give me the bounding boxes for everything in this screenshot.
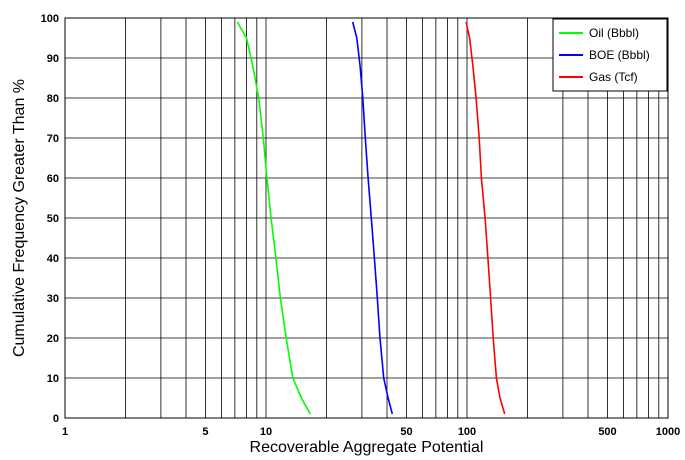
y-tick-label: 60: [47, 173, 59, 185]
y-tick-label: 70: [47, 133, 59, 145]
x-tick-label: 10: [260, 426, 272, 438]
x-axis-title: Recoverable Aggregate Potential: [250, 439, 484, 456]
y-axis-title: Cumulative Frequency Greater Than %: [11, 79, 28, 357]
series-group: [236, 21, 506, 415]
tick-labels: 0 10 20 30 40 50 60 70 80 90 100 1 5 10 50 100 500 1000: [41, 13, 681, 438]
y-tick-label: 30: [47, 293, 59, 305]
x-tick-label: 5: [202, 426, 208, 438]
y-tick-label: 100: [41, 13, 59, 25]
x-tick-label: 50: [400, 426, 412, 438]
plot-area: [64, 17, 669, 419]
y-tick-label: 0: [53, 413, 59, 425]
x-tick-label: 1: [62, 426, 68, 438]
series-line: [351, 21, 394, 415]
series-line: [465, 21, 506, 415]
legend-label: Gas (Tcf): [589, 70, 638, 84]
y-tick-label: 50: [47, 213, 59, 225]
y-tick-label: 10: [47, 373, 59, 385]
y-tick-label: 80: [47, 93, 59, 105]
legend-label: Oil (Bbbl): [589, 26, 639, 40]
y-tick-label: 40: [47, 253, 59, 265]
x-tick-label: 100: [458, 426, 476, 438]
series-line: [236, 21, 311, 415]
grid: [65, 18, 668, 418]
y-tick-label: 20: [47, 333, 59, 345]
legend: Oil (Bbbl) BOE (Bbbl) Gas (Tcf): [552, 18, 668, 92]
x-tick-label: 1000: [656, 426, 680, 438]
y-tick-label: 90: [47, 53, 59, 65]
x-tick-label: 500: [598, 426, 616, 438]
legend-label: BOE (Bbbl): [589, 48, 650, 62]
